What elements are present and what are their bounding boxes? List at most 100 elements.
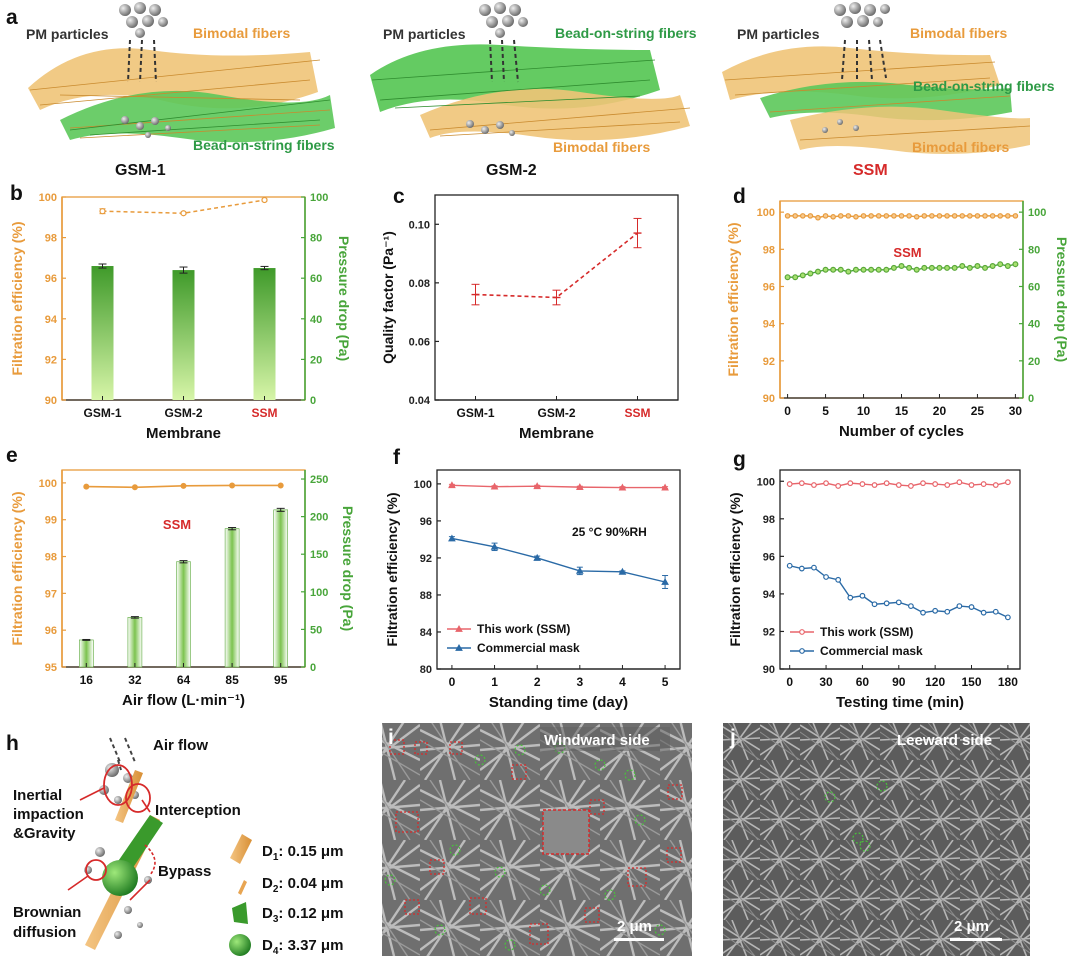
data-point [798,565,805,572]
x-tick-label: 120 [925,675,945,689]
inertial-label-1: Inertial [13,787,62,804]
interception-label: Interception [155,802,241,819]
scale-bar [950,938,1002,941]
data-point [786,562,793,569]
data-point [956,479,963,486]
data-point [860,213,867,219]
right-y-tick-label: 0 [310,395,316,407]
data-point [1005,213,1011,219]
panel-j-title: Leeward side [897,732,992,749]
panel-i: i Windward side 2 μm [382,723,692,956]
data-point [997,261,1004,268]
size-legend: D1: 0.15 μm D2: 0.04 μm D3: 0.12 μm D4: … [229,834,343,957]
right-y-tick-label: 100 [310,192,328,204]
scene-name: GSM-1 [115,162,166,179]
x-tick-label: GSM-2 [537,406,575,420]
legend-label: This work (SSM) [477,622,570,636]
x-tick-label: 4 [619,675,626,689]
scene-pm-label: PM particles [383,26,466,42]
legend-d3-symbol [232,902,248,924]
data-point [936,213,943,219]
right-y-tick-label: 150 [310,549,328,561]
x-tick-label: 85 [225,673,239,687]
air-flow-label: Air flow [153,737,208,754]
efficiency-line [102,199,265,214]
data-point [913,213,920,220]
data-point [992,608,999,615]
right-y-tick-label: 0 [310,662,316,674]
data-point [180,482,187,489]
pm-particles [822,2,890,133]
scene-top-label: Bimodal fibers [910,25,1007,41]
data-point [845,213,852,219]
legend-d2-label: D2: 0.04 μm [262,875,343,895]
data-point [830,213,836,220]
scene-pm-label: PM particles [26,26,109,42]
right-y-tick-label: 50 [310,624,322,636]
left-y-tick-label: 84 [420,627,433,639]
data-point [533,482,542,490]
x-axis-label: Standing time (day) [489,694,628,711]
scene-gsm-1: PM particles Bimodal fibers Bead-on-stri… [26,2,335,179]
fiber-layer-middle [760,81,1012,121]
series-line [451,537,666,583]
left-y-tick-label: 0.10 [409,219,430,231]
panel-letter: d [733,185,746,208]
data-point [575,483,584,491]
data-point [895,599,902,606]
data-point [898,213,905,219]
right-y-tick-label: 0 [1028,393,1034,405]
panel-a: a PM particles Bimodal fibers Bead-on-st… [6,2,1055,179]
data-point [786,481,793,487]
x-tick-label: 60 [856,675,870,689]
x-axis-label: Testing time (min) [836,694,964,711]
data-point [814,268,821,275]
x-tick-label: 95 [274,673,288,687]
left-y-axis-label: Filtration efficiency (%) [9,221,25,375]
left-y-tick-label: 90 [763,393,775,405]
data-point [997,213,1004,219]
data-point [968,482,975,488]
data-point [883,600,890,607]
data-point [883,213,890,219]
data-point [837,213,844,219]
data-point [229,482,236,489]
data-point [951,264,958,271]
left-y-tick-label: 99 [45,515,57,527]
captured-particles-red [389,739,683,945]
data-point [868,266,875,273]
scene-bottom-label: Bimodal fibers [553,139,650,155]
data-point [618,483,627,491]
scale-bar-label: 2 μm [954,918,989,935]
data-point [944,213,950,219]
data-point [921,264,928,271]
data-point [847,480,854,487]
x-tick-label: SSM [624,406,650,420]
data-point [99,208,106,215]
left-y-axis-label: Filtration efficiency (%) [384,492,400,646]
data-point [1004,614,1011,621]
data-point [921,213,928,219]
data-point [784,213,791,219]
scene-name: SSM [853,162,888,179]
data-point [932,481,939,487]
pressure-bar [172,270,195,400]
data-point [959,213,966,219]
data-point [974,213,981,219]
data-point [883,480,890,487]
x-tick-label: 30 [819,675,833,689]
data-point [883,266,890,273]
brownian-label-1: Brownian [13,904,81,921]
data-point [83,483,90,490]
x-tick-label: 15 [895,404,909,418]
x-tick-label: 25 [971,404,985,418]
panel-j: j Leeward side 2 μm [723,723,1030,956]
left-y-tick-label: 92 [763,626,775,638]
air-flow-arrows [109,737,136,771]
flow-arrows [127,39,157,83]
x-tick-label: 64 [177,673,191,687]
x-tick-label: 32 [128,673,142,687]
pressure-bar [224,528,240,668]
x-axis-label: Air flow (L·min⁻¹) [122,692,245,709]
data-point [895,482,902,488]
